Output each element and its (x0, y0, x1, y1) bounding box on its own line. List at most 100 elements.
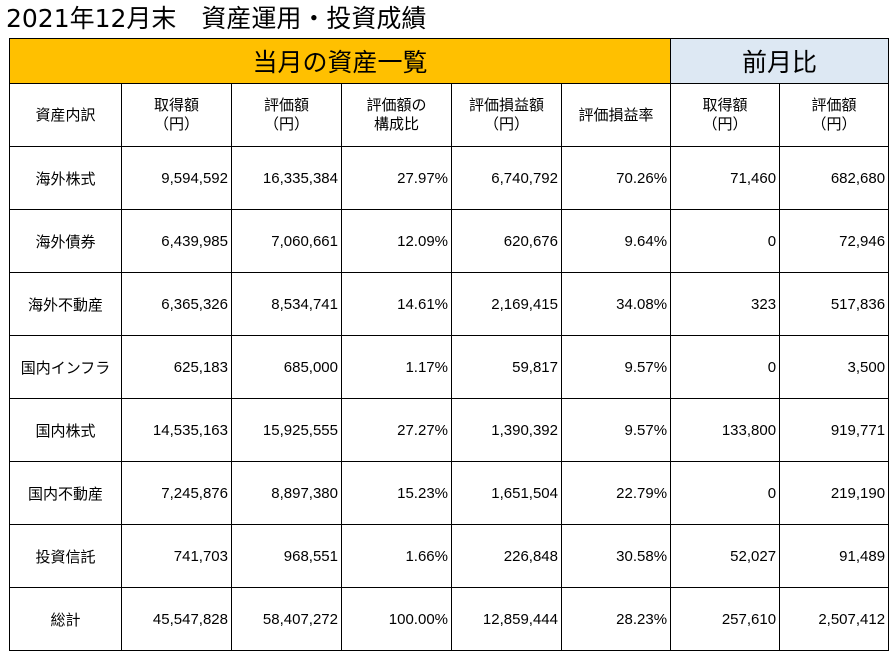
table-cell: 30.58% (560, 524, 672, 588)
table-cell: 8,534,741 (231, 272, 342, 336)
table-cell: 9.57% (560, 398, 672, 462)
header-prev-acquisition-diff-line: 取得額 (702, 96, 748, 114)
header-prev-valuation-diff-line: （円） (811, 115, 857, 133)
table-cell: 919,771 (779, 398, 890, 462)
table-row: 国内不動産 7,245,876 8,897,380 15.23% 1,651,504 22… (9, 461, 890, 525)
previous-month-band: 前月比 (670, 38, 890, 84)
header-asset-class: 資産内訳 (9, 83, 122, 147)
header-valuation-share-line: 評価額の (366, 96, 427, 114)
table-cell: 682,680 (779, 146, 890, 210)
table-cell: 1.66% (341, 524, 452, 588)
table-row: 投資信託 741,703 968,551 1.66% 226,848 30.58% 52,0… (9, 524, 890, 588)
row-label: 海外株式 (9, 146, 122, 210)
table-cell: 6,439,985 (121, 209, 232, 273)
table-cell: 12.09% (341, 209, 452, 273)
header-unrealized-gain: 評価損益額 （円） (451, 83, 562, 147)
row-label: 海外債券 (9, 209, 122, 273)
table-cell: 1,651,504 (451, 461, 562, 525)
table-cell: 2,169,415 (451, 272, 562, 336)
table-cell: 27.97% (341, 146, 452, 210)
table-cell: 219,190 (779, 461, 890, 525)
table-cell: 685,000 (231, 335, 342, 399)
table-cell: 257,610 (670, 587, 781, 651)
header-valuation-line: （円） (263, 115, 309, 133)
table-cell: 226,848 (451, 524, 562, 588)
table-row: 海外不動産 6,365,326 8,534,741 14.61% 2,169,415 34… (9, 272, 890, 336)
table-cell: 27.27% (341, 398, 452, 462)
header-gain-rate-line: 評価損益率 (578, 105, 654, 124)
table-cell: 14.61% (341, 272, 452, 336)
table-cell: 0 (670, 209, 781, 273)
table-cell: 620,676 (451, 209, 562, 273)
row-label: 国内インフラ (9, 335, 122, 399)
table-cell: 133,800 (670, 398, 781, 462)
row-label: 国内不動産 (9, 461, 122, 525)
row-label: 投資信託 (9, 524, 122, 588)
page-title: 2021年12月末 資産運用・投資成績 (6, 4, 427, 33)
header-valuation: 評価額 （円） (231, 83, 342, 147)
table-cell: 7,060,661 (231, 209, 342, 273)
table-cell: 15,925,555 (231, 398, 342, 462)
header-acquisition-cost-line: （円） (153, 115, 199, 133)
row-label: 海外不動産 (9, 272, 122, 336)
table-cell: 52,027 (670, 524, 781, 588)
table-cell: 2,507,412 (779, 587, 890, 651)
table-cell: 14,535,163 (121, 398, 232, 462)
header-valuation-line: 評価額 (263, 96, 309, 114)
table-cell: 1.17% (341, 335, 452, 399)
table-row: 国内インフラ 625,183 685,000 1.17% 59,817 9.57% 0 3,5… (9, 335, 890, 399)
table-cell: 8,897,380 (231, 461, 342, 525)
table-cell: 741,703 (121, 524, 232, 588)
table-cell: 28.23% (560, 587, 672, 651)
header-prev-acquisition-diff-line: （円） (702, 115, 748, 133)
header-prev-valuation-diff: 評価額 （円） (779, 83, 890, 147)
header-unrealized-gain-line: （円） (483, 115, 529, 133)
table-row: 海外株式 9,594,592 16,335,384 27.97% 6,740,792 70… (9, 146, 890, 210)
table-cell: 59,817 (451, 335, 562, 399)
table-cell: 91,489 (779, 524, 890, 588)
table-cell: 625,183 (121, 335, 232, 399)
table-cell: 6,740,792 (451, 146, 562, 210)
table-cell: 71,460 (670, 146, 781, 210)
total-row: 総計 45,547,828 58,407,272 100.00% 12,859,444 2… (9, 587, 890, 651)
table-cell: 72,946 (779, 209, 890, 273)
header-unrealized-gain-line: 評価損益額 (468, 96, 544, 114)
table-cell: 323 (670, 272, 781, 336)
table-row: 国内株式 14,535,163 15,925,555 27.27% 1,390,392 9… (9, 398, 890, 462)
table-cell: 22.79% (560, 461, 672, 525)
header-row: 資産内訳 取得額 （円） 評価額 （円） 評価額の 構成比 評価損益額 （円） 評価損益率 取得額（… (9, 83, 890, 147)
table-cell: 3,500 (779, 335, 890, 399)
table-row: 海外債券 6,439,985 7,060,661 12.09% 620,676 9.64%… (9, 209, 890, 273)
table-cell: 1,390,392 (451, 398, 562, 462)
table-cell: 7,245,876 (121, 461, 232, 525)
header-acquisition-cost-line: 取得額 (153, 96, 199, 114)
header-prev-valuation-diff-line: 評価額 (811, 96, 857, 114)
table-cell: 58,407,272 (231, 587, 342, 651)
table-cell: 0 (670, 335, 781, 399)
table-cell: 34.08% (560, 272, 672, 336)
current-month-band: 当月の資産一覧 (8, 38, 672, 84)
row-label: 総計 (9, 587, 122, 651)
header-acquisition-cost: 取得額 （円） (121, 83, 232, 147)
row-label: 国内株式 (9, 398, 122, 462)
table-cell: 45,547,828 (121, 587, 232, 651)
table-cell: 0 (670, 461, 781, 525)
header-prev-acquisition-diff: 取得額 （円） (670, 83, 781, 147)
table-cell: 968,551 (231, 524, 342, 588)
band-row: 当月の資産一覧 前月比 (8, 38, 890, 84)
table-cell: 6,365,326 (121, 272, 232, 336)
header-valuation-share-line: 構成比 (373, 115, 419, 133)
header-valuation-share: 評価額の 構成比 (341, 83, 452, 147)
table-cell: 100.00% (341, 587, 452, 651)
table-cell: 16,335,384 (231, 146, 342, 210)
table-body: 海外株式 9,594,592 16,335,384 27.97% 6,740,792 70… (9, 146, 890, 651)
table-cell: 9,594,592 (121, 146, 232, 210)
table-cell: 517,836 (779, 272, 890, 336)
asset-table: 当月の資産一覧 前月比 資産内訳 取得額 （円） 評価額 （円） 評価額の 構成比 評価損益額… (8, 38, 890, 651)
header-gain-rate: 評価損益率 (560, 83, 672, 147)
table-cell: 70.26% (560, 146, 672, 210)
table-cell: 12,859,444 (451, 587, 562, 651)
table-cell: 15.23% (341, 461, 452, 525)
header-asset-class-line: 資産内訳 (35, 105, 96, 124)
table-cell: 9.64% (560, 209, 672, 273)
